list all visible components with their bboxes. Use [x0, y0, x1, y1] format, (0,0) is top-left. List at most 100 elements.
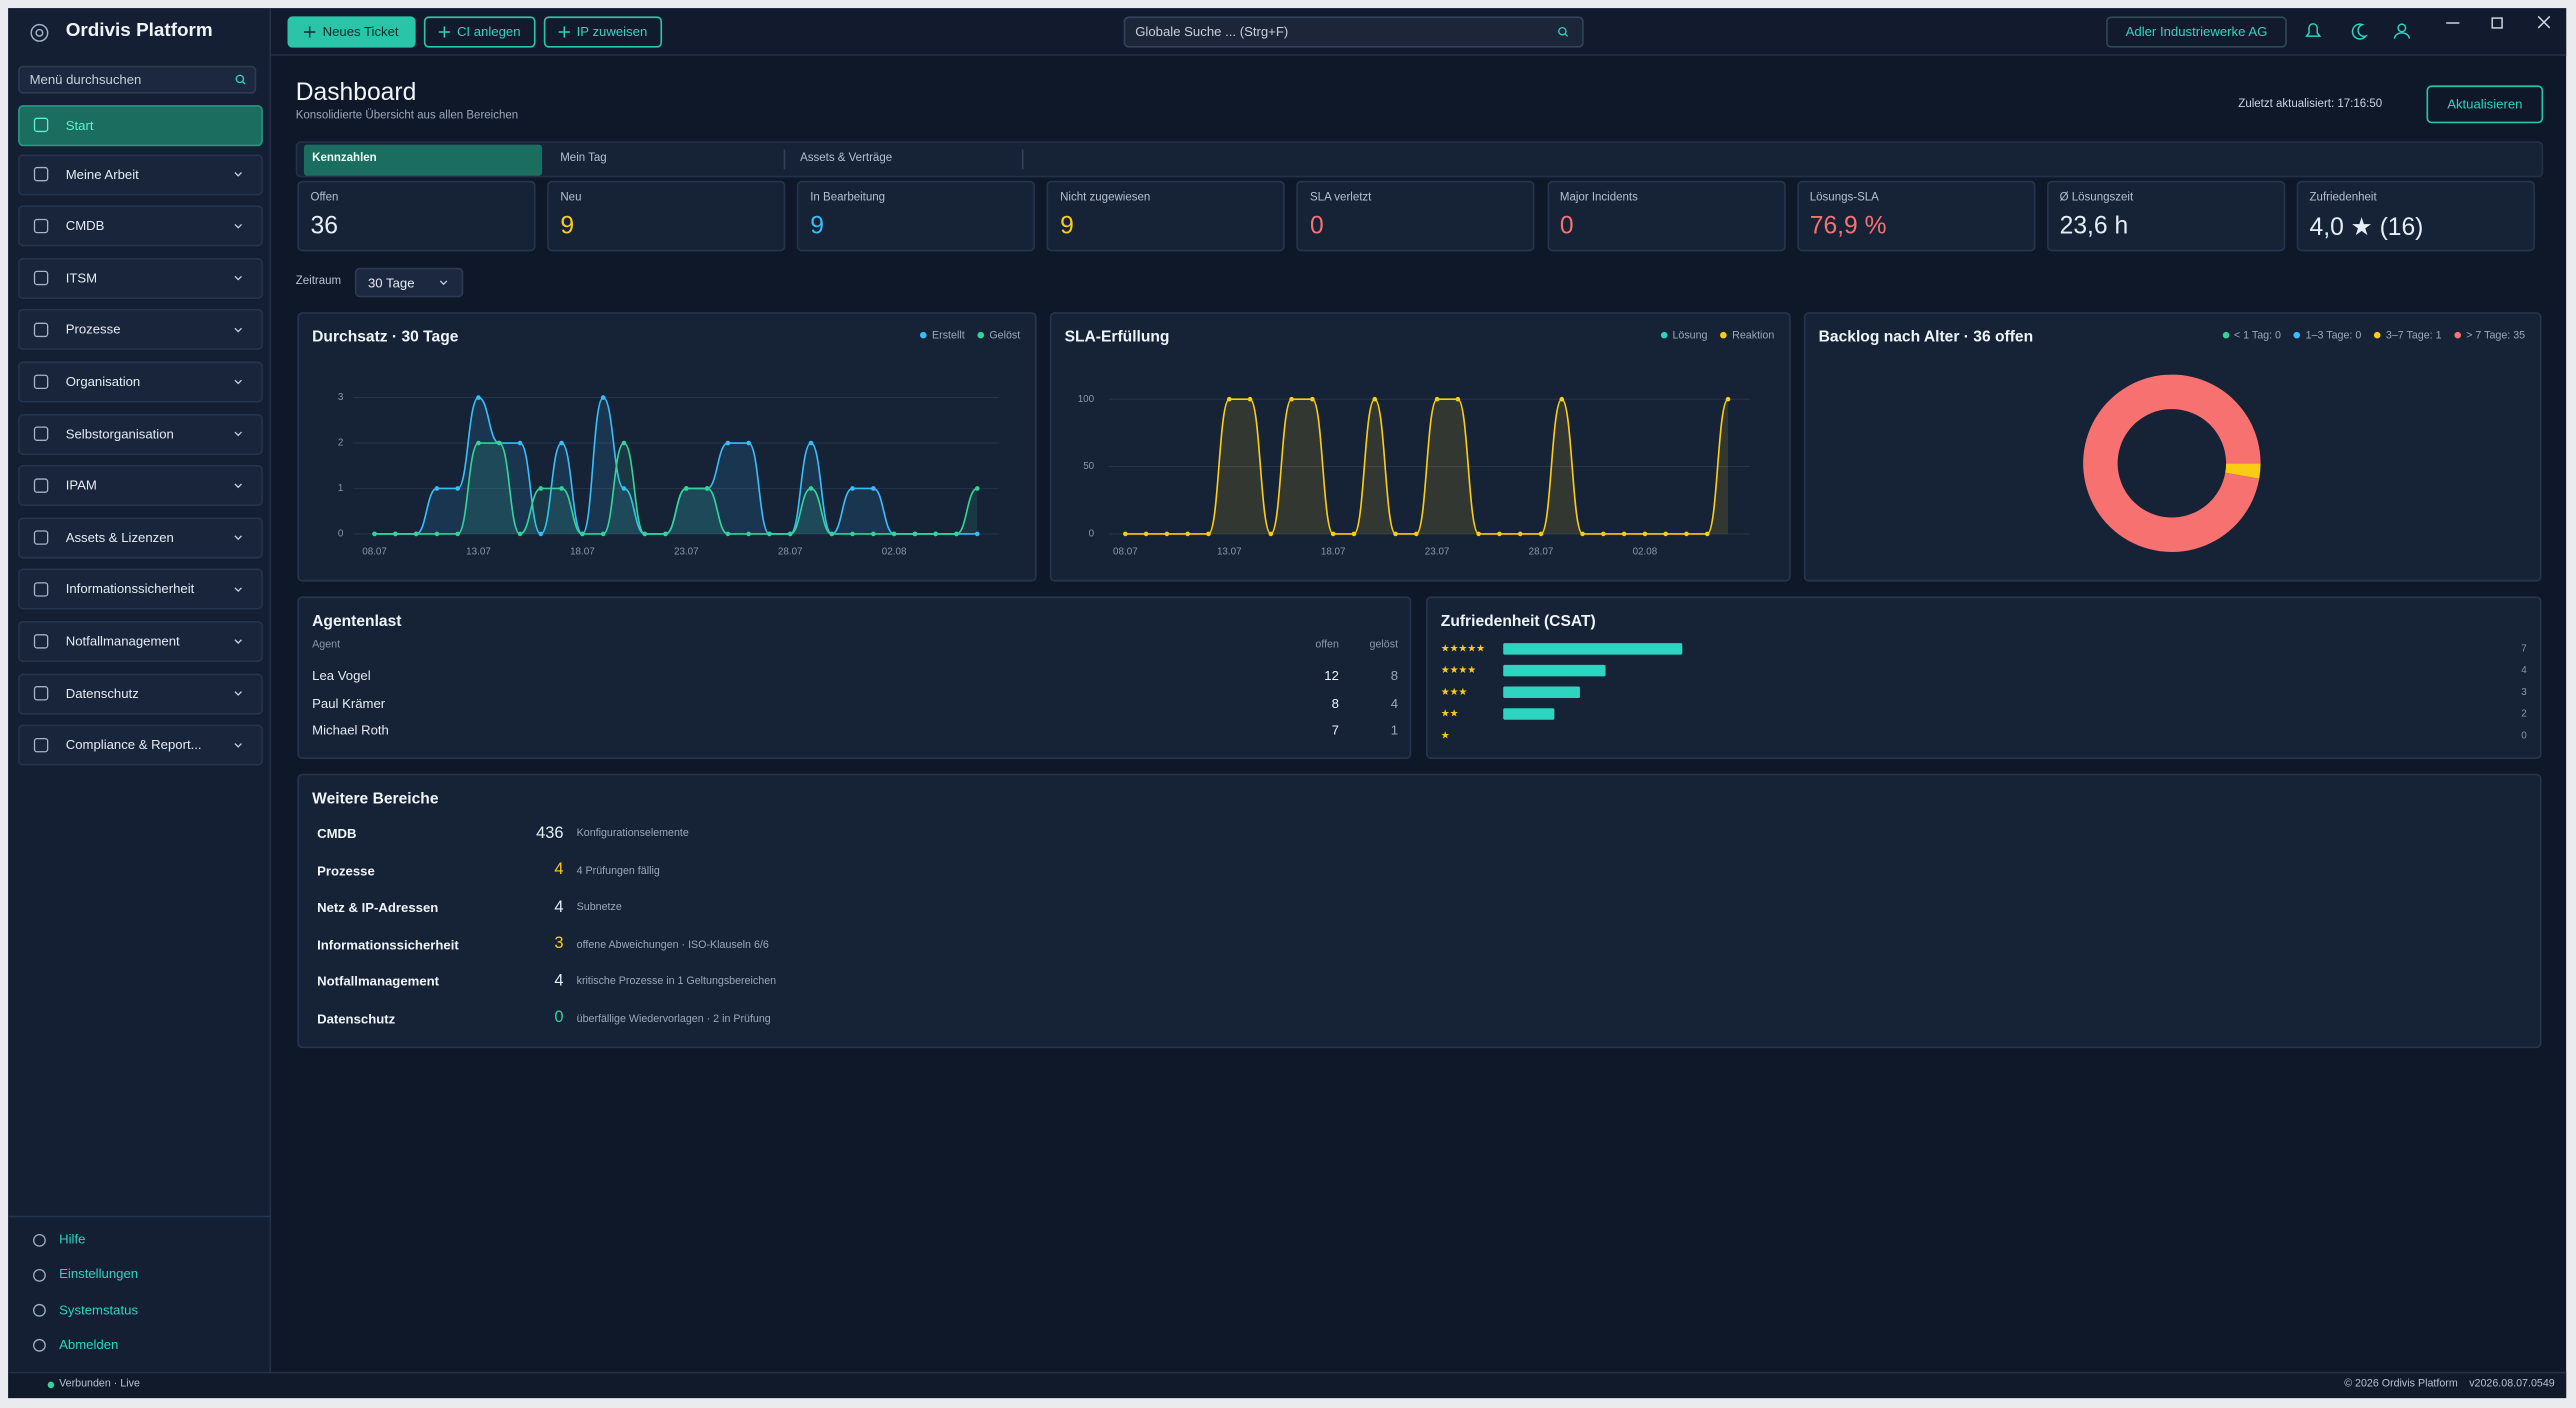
action-label: Neues Ticket: [322, 24, 399, 40]
legend-swatch: [2294, 331, 2301, 339]
kpi-card: Ø Lösungszeit 23,6 h: [2046, 180, 2285, 252]
sidebar-divider: [8, 1215, 272, 1218]
kpi-value: 9: [1060, 211, 1074, 240]
kpi-value: 9: [810, 211, 824, 240]
legend-label: 1–3 Tage: 0: [2305, 330, 2362, 342]
kpi-card: Lösungs-SLA 76,9 %: [1796, 180, 2035, 252]
column-header: Agent: [312, 639, 341, 651]
card-title: Weitere Bereiche: [312, 790, 439, 809]
page-title: Dashboard: [295, 78, 417, 107]
menu-label: Notfallmanagement: [65, 633, 180, 649]
menu-label: Informationssicherheit: [65, 582, 195, 597]
legend-label: 3–7 Tage: 1: [2385, 330, 2442, 342]
menu-label: CMDB: [65, 218, 105, 234]
menu-item[interactable]: Organisation: [18, 361, 263, 403]
menu-item[interactable]: Prozesse: [18, 309, 263, 351]
legend-swatch: [1720, 331, 1728, 339]
menu-label: Start: [65, 117, 94, 133]
menu-label: Selbstorganisation: [65, 426, 174, 442]
tab-bar: [295, 141, 2544, 178]
column-header: offen: [1315, 639, 1339, 651]
table-cell: 7: [1331, 722, 1339, 738]
kpi-value: 36: [310, 211, 338, 240]
menu-item[interactable]: Informationssicherheit: [18, 568, 263, 610]
table-cell: Michael Roth: [312, 722, 389, 738]
kpi-label: Nicht zugewiesen: [1060, 192, 1151, 204]
period-select[interactable]: 30 Tage: [354, 267, 464, 298]
menu-item[interactable]: Assets & Lizenzen: [18, 516, 263, 559]
menu-item[interactable]: Start: [18, 104, 263, 146]
menu-label: Prozesse: [65, 322, 121, 338]
action-button[interactable]: Neues Ticket: [287, 16, 416, 48]
chart-title: Zufriedenheit (CSAT): [1440, 612, 1596, 631]
copyright: © 2026 Ordivis Platform: [2344, 1378, 2458, 1390]
legend-swatch: [2454, 331, 2462, 339]
legend-item: Gelöst: [977, 330, 1021, 342]
kpi-card: Zufriedenheit 4,0 ★ (16): [2296, 180, 2535, 252]
kpi-label: Lösungs-SLA: [1809, 192, 1879, 204]
menu-item[interactable]: Selbstorganisation: [18, 413, 263, 455]
tab[interactable]: Assets & Verträge: [800, 152, 893, 165]
table-cell: Lea Vogel: [312, 668, 371, 684]
area-value: 4: [554, 971, 564, 990]
action-button[interactable]: CI anlegen: [423, 16, 536, 48]
tab[interactable]: Mein Tag: [560, 152, 607, 165]
kpi-label: In Bearbeitung: [810, 192, 886, 204]
action-button[interactable]: IP zuweisen: [543, 16, 663, 48]
app-name: Ordivis Platform: [65, 21, 213, 42]
menu-item[interactable]: ITSM: [18, 257, 263, 299]
search-placeholder: Globale Suche ... (Strg+F): [1135, 24, 1289, 40]
legend-label: < 1 Tag: 0: [2233, 330, 2282, 342]
period-label: Zeitraum: [295, 275, 342, 288]
footer-link[interactable]: Abmelden: [59, 1337, 119, 1352]
footer-link[interactable]: Systemstatus: [59, 1302, 139, 1317]
area-value: 436: [536, 823, 564, 842]
plus-icon: [558, 26, 571, 38]
refresh-button[interactable]: Aktualisieren: [2426, 85, 2544, 124]
menu-item[interactable]: Meine Arbeit: [18, 153, 263, 195]
menu-item[interactable]: Datenschutz: [18, 672, 263, 714]
tab-separator: [1021, 149, 1024, 170]
agent-card: Agentenlast: [297, 596, 1412, 759]
footer-link[interactable]: Hilfe: [59, 1232, 86, 1247]
areas-card: Weitere Bereiche: [297, 773, 2542, 1049]
menu-label: ITSM: [65, 270, 98, 286]
menu-label: Meine Arbeit: [65, 166, 139, 182]
kpi-card: In Bearbeitung 9: [797, 180, 1036, 252]
chart-card: Backlog nach Alter · 36 offen < 1 Tag: 0 1…: [1803, 312, 2542, 582]
area-detail: Subnetze: [576, 901, 622, 914]
last-updated: Zuletzt aktualisiert: 17:16:50: [2238, 98, 2383, 111]
connection: Verbunden · Live: [59, 1378, 140, 1390]
menu-item[interactable]: Compliance & Report...: [18, 724, 263, 766]
global-search[interactable]: Globale Suche ... (Strg+F): [1123, 16, 1584, 48]
area-detail: überfällige Wiedervorlagen · 2 in Prüfun…: [576, 1012, 771, 1025]
menu-item[interactable]: IPAM: [18, 465, 263, 507]
kpi-value: 9: [560, 211, 575, 240]
footer-link[interactable]: Einstellungen: [59, 1267, 139, 1282]
version: v2026.08.07.0549: [2469, 1378, 2555, 1390]
area-detail: Konfigurationselemente: [576, 827, 689, 840]
legend-swatch: [2374, 331, 2381, 339]
menu-label: Datenschutz: [65, 685, 139, 701]
area-name: Informationssicherheit: [317, 937, 459, 953]
tab-separator: [783, 149, 786, 170]
kpi-value: 23,6 h: [2059, 211, 2129, 240]
menu-label: Organisation: [65, 374, 141, 390]
menu-item[interactable]: CMDB: [18, 205, 263, 247]
legend-label: Lösung: [1672, 330, 1708, 342]
legend-label: Reaktion: [1732, 330, 1775, 342]
legend: Erstellt Gelöst: [920, 330, 1021, 342]
tenant-button[interactable]: Adler Industriewerke AG: [2106, 16, 2287, 48]
area-name: Prozesse: [317, 863, 375, 879]
legend-swatch: [920, 331, 928, 339]
chart-card: Zufriedenheit (CSAT): [1425, 596, 2542, 759]
legend-item: 3–7 Tage: 1: [2374, 330, 2442, 342]
menu-search[interactable]: Menü durchsuchen: [18, 65, 257, 94]
tab[interactable]: Kennzahlen: [303, 144, 543, 176]
menu-label: IPAM: [65, 478, 97, 494]
chart-title: SLA-Erfüllung: [1064, 328, 1170, 347]
legend-label: Gelöst: [989, 330, 1021, 342]
menu-item[interactable]: Notfallmanagement: [18, 620, 263, 662]
search-placeholder: Menü durchsuchen: [29, 72, 142, 88]
